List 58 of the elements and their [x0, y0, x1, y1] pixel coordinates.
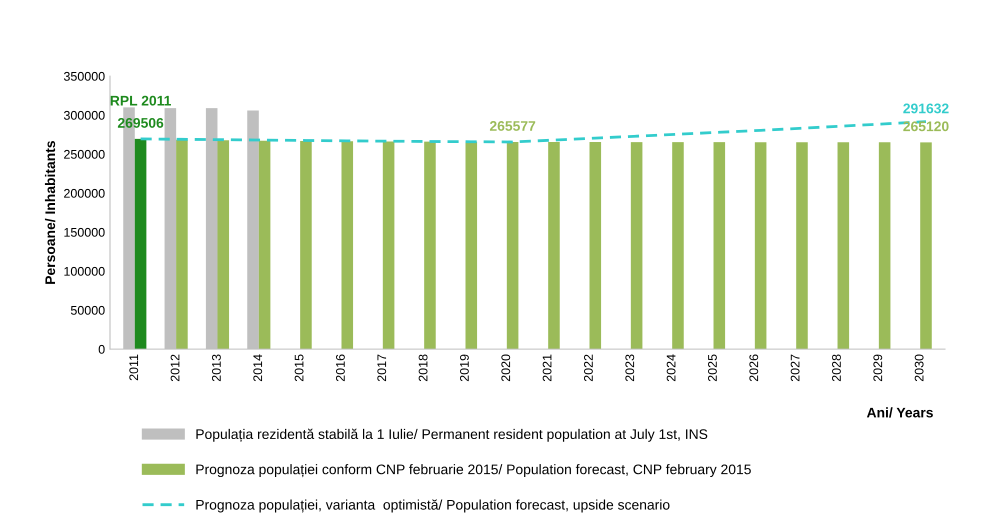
bar	[341, 141, 354, 350]
y-axis-title: Persoane/ Inhabitants	[44, 141, 56, 284]
bar	[134, 138, 146, 350]
x-tick-label: 2024	[666, 354, 676, 382]
x-tick-label: 2023	[625, 354, 634, 382]
x-tick-label: 2029	[873, 354, 882, 382]
y-tick-label: 350000	[64, 72, 105, 81]
y-tick-label: 150000	[64, 228, 105, 237]
x-tick-label: 2016	[336, 354, 345, 382]
bar	[878, 142, 890, 350]
x-tick-label: 2030	[914, 354, 924, 382]
bar	[754, 142, 766, 350]
bar	[506, 142, 518, 350]
bar	[465, 142, 478, 350]
x-tick-label: 2022	[584, 354, 593, 382]
legend-label: Prognoza populației conform CNP februarie 2015/ Population forecast, CNP february 2015	[196, 464, 751, 478]
x-tick-label: 2019	[460, 354, 469, 382]
x-axis-title: Ani/ Years	[866, 407, 933, 418]
x-tick-label: 2026	[749, 354, 758, 382]
bar	[217, 140, 230, 350]
y-tick-label: 250000	[64, 150, 105, 159]
bar	[548, 142, 560, 350]
bar	[300, 141, 312, 350]
bar	[382, 141, 394, 350]
data-label: 269506	[118, 118, 164, 128]
bar	[424, 142, 436, 350]
y-tick-label: 50000	[70, 306, 105, 315]
x-tick-label: 2011	[129, 354, 138, 380]
x-tick-label: 2015	[294, 354, 304, 382]
legend-label: Prognoza populației, varianta optimistă/ Population forecast, upside scenario	[196, 499, 670, 512]
x-tick-label: 2017	[377, 354, 386, 382]
bar	[672, 142, 684, 350]
y-tick-label: 100000	[64, 266, 105, 276]
annotation: RPL 2011	[110, 96, 171, 106]
x-tick-label: 2018	[418, 354, 428, 382]
bar	[714, 142, 726, 350]
bar	[176, 140, 188, 350]
y-tick-label: 0	[98, 344, 105, 354]
bar	[920, 142, 932, 350]
bar	[838, 142, 850, 350]
x-tick-label: 2012	[170, 354, 180, 382]
x-tick-label: 2027	[790, 354, 800, 382]
y-tick-label: 200000	[64, 188, 105, 198]
x-tick-label: 2020	[501, 354, 510, 382]
data-label: 265120	[903, 121, 949, 132]
x-tick-label: 2013	[212, 354, 221, 382]
bar	[796, 142, 808, 350]
x-tick-label: 2025	[708, 354, 717, 382]
x-tick-label: 2028	[832, 354, 841, 382]
y-tick-label: 300000	[64, 110, 105, 120]
data-label: 265577	[490, 121, 536, 131]
bar	[590, 142, 602, 350]
legend-label: Populația rezidentă stabilă la 1 Iulie/ Permanent resident population at July 1st, INS	[196, 428, 708, 442]
bar	[630, 142, 642, 350]
x-tick-label: 2021	[542, 354, 552, 382]
bar	[258, 140, 270, 350]
x-tick-label: 2014	[253, 354, 262, 382]
data-label: 291632	[903, 104, 949, 114]
